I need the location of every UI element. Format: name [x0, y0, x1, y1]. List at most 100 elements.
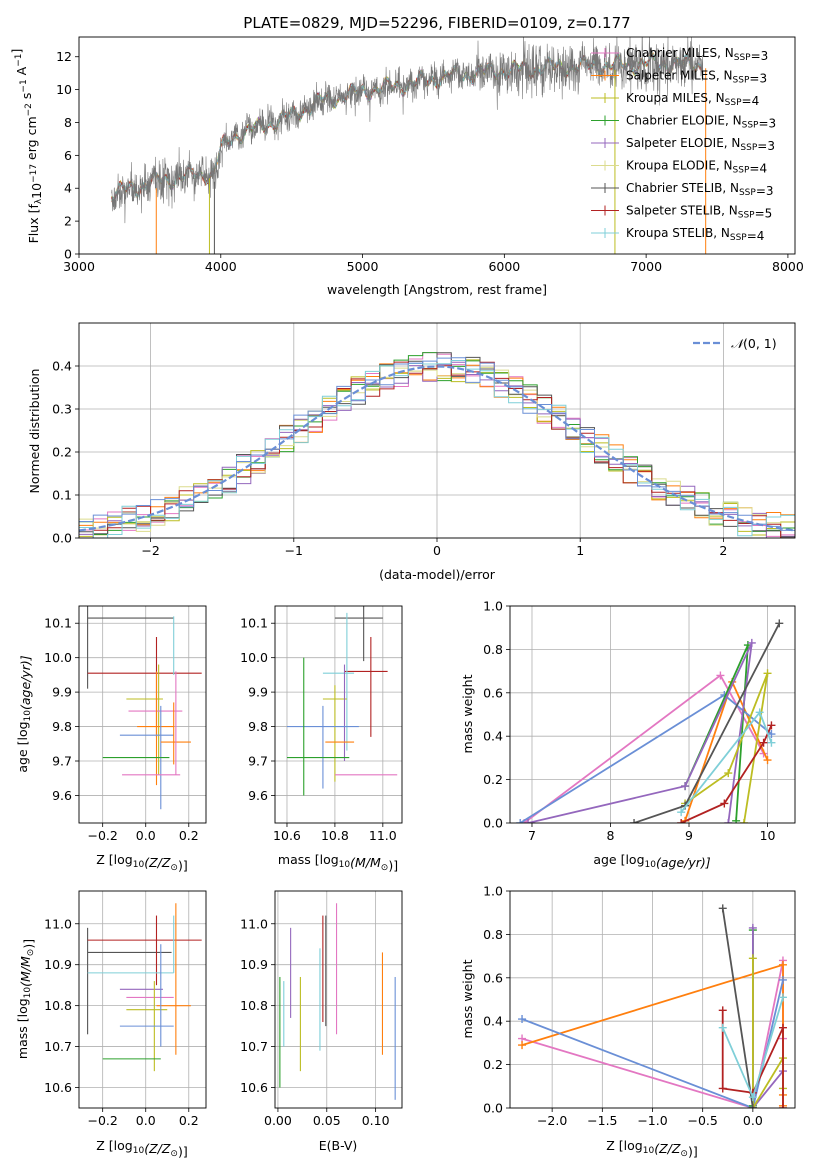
x-tick-label: 0.10 — [362, 1113, 390, 1128]
x-axis-label: mass [log10(M/M⊙)] — [278, 852, 398, 873]
y-tick-label: 0.2 — [483, 1057, 503, 1072]
series-marker — [747, 638, 756, 647]
axes-frame — [274, 605, 403, 824]
x-tick-label: −2 — [141, 543, 159, 558]
series-marker — [763, 669, 772, 678]
series-line — [521, 979, 784, 1108]
x-tick-label: −1 — [285, 543, 303, 558]
y-axis-label: mass weight — [460, 959, 475, 1038]
y-tick-label: 0.2 — [52, 445, 72, 460]
y-tick-label: 0.2 — [483, 772, 503, 787]
legend-entry: Chabrier MILES, NSSP=3 — [626, 46, 768, 63]
y-tick-label: 10.7 — [240, 1039, 268, 1054]
observed-spectrum — [111, 37, 704, 224]
y-axis-label: Normed distribution — [27, 369, 42, 494]
legend-entry: Chabrier ELODIE, NSSP=3 — [626, 114, 776, 131]
x-tick-label: 2 — [719, 543, 727, 558]
series-marker — [767, 721, 776, 730]
y-tick-label: 12 — [56, 49, 72, 64]
legend-entry: Salpeter ELODIE, NSSP=3 — [626, 136, 775, 153]
plot-area — [79, 352, 795, 538]
series-marker — [748, 1104, 757, 1108]
legend-entry: Chabrier STELIB, NSSP=3 — [626, 181, 774, 198]
series-marker — [724, 769, 733, 778]
y-tick-label: 9.7 — [248, 754, 268, 769]
series-marker — [516, 819, 525, 823]
y-tick-label: 10.9 — [44, 957, 72, 972]
legend-entry: Kroupa ELODIE, NSSP=4 — [626, 159, 767, 176]
y-tick-label: 0.3 — [52, 402, 72, 417]
y-tick-label: 9.8 — [248, 719, 268, 734]
x-tick-label: −1.5 — [587, 1113, 617, 1128]
y-tick-label: 0.6 — [483, 685, 503, 700]
x-axis-label: Z [log10(Z/Z⊙)] — [96, 852, 187, 873]
x-tick-label: 7000 — [630, 259, 662, 274]
x-tick-label: 8 — [607, 828, 615, 843]
chart-age-vs-mass: 10.6 10.8 11.0 9.6 9.7 9.8 9.9 10.0 10.1 mass [lo… — [240, 605, 403, 873]
y-tick-label: 0.4 — [52, 359, 72, 374]
y-tick-label: 0.4 — [483, 1014, 503, 1029]
chart-residuals: −2 −1 0 1 2 0.0 0.1 0.2 0.3 0.4 (data-model)/error… — [27, 322, 796, 582]
chart-massweight-vs-Z: −2.0 −1.5 −1.0 −0.5 0.0 0.0 0.2 0.4 0.6 0.8 1.0 Z [… — [460, 884, 796, 1159]
y-axis-label: Flux [fλ10−17 erg cm−2 s−1 A−1] — [9, 49, 44, 244]
x-tick-label: 7 — [528, 828, 536, 843]
chart-spectrum: 3000 4000 5000 6000 7000 8000 0 2 4 6 8 10 12 PLATE=0… — [9, 14, 804, 297]
y-tick-label: 10 — [56, 82, 72, 97]
x-tick-label: −2.0 — [537, 1113, 567, 1128]
y-tick-label: 10.8 — [240, 998, 268, 1013]
series-marker — [718, 1006, 727, 1015]
series-marker — [518, 1015, 527, 1024]
chart-massweight-vs-age: 7 8 9 10 0.0 0.2 0.4 0.6 0.8 1.0 age [log10(age/yr… — [460, 599, 796, 870]
y-tick-label: 8 — [64, 115, 72, 130]
x-tick-label: 0.2 — [179, 1113, 199, 1128]
x-tick-label: 0.05 — [313, 1113, 341, 1128]
y-tick-label: 10.6 — [44, 1080, 72, 1095]
x-tick-label: −0.2 — [87, 1113, 117, 1128]
y-tick-label: 0.8 — [483, 927, 503, 942]
series-line — [721, 908, 754, 1108]
y-tick-label: 11.0 — [44, 916, 72, 931]
axes-frame — [78, 890, 207, 1109]
series-marker — [739, 819, 748, 823]
series-marker — [748, 1093, 757, 1102]
chart-mass-vs-Z: −0.2 0.0 0.2 10.6 10.7 10.8 10.9 11.0 Z [log10(Z… — [15, 890, 207, 1159]
axes-frame — [509, 605, 796, 824]
y-tick-label: 4 — [64, 181, 72, 196]
axes-frame — [78, 605, 207, 824]
x-tick-label: 5000 — [347, 259, 379, 274]
y-tick-label: 10.1 — [240, 616, 268, 631]
x-tick-label: 6000 — [488, 259, 520, 274]
series-line — [527, 642, 753, 823]
legend-entry: Salpeter MILES, NSSP=3 — [626, 69, 767, 86]
plot-area — [518, 904, 787, 1108]
y-tick-label: 9.6 — [52, 788, 72, 803]
y-tick-label: 9.9 — [248, 685, 268, 700]
series-marker — [748, 923, 757, 932]
series-marker — [767, 738, 776, 747]
x-tick-label: −0.2 — [87, 828, 117, 843]
series-marker — [716, 671, 725, 680]
series-marker — [518, 1041, 527, 1050]
axes-frame — [78, 322, 796, 539]
x-axis-label: Z [log10(Z/Z⊙)] — [606, 1138, 697, 1159]
legend-entry: Kroupa MILES, NSSP=4 — [626, 91, 759, 108]
plot-area — [87, 903, 202, 1072]
series-marker — [778, 1023, 787, 1032]
series-marker — [720, 799, 729, 808]
x-tick-label: −0.5 — [687, 1113, 717, 1128]
y-tick-label: 10.6 — [240, 1080, 268, 1095]
y-tick-label: 11.0 — [240, 916, 268, 931]
y-tick-label: 10.0 — [44, 650, 72, 665]
y-tick-label: 0.0 — [52, 531, 72, 546]
y-tick-label: 9.6 — [248, 788, 268, 803]
y-tick-label: 10.7 — [44, 1039, 72, 1054]
x-tick-label: 3000 — [63, 259, 95, 274]
chart-age-vs-Z: −0.2 0.0 0.2 9.6 9.7 9.8 9.9 10.0 10.1 Z [log10(Z… — [15, 605, 207, 873]
x-axis-label: (data-model)/error — [379, 567, 496, 582]
series-marker — [718, 1084, 727, 1093]
plot-area — [111, 37, 707, 254]
axes-frame — [274, 890, 403, 1109]
x-tick-label: −1.0 — [637, 1113, 667, 1128]
x-tick-label: 11.0 — [369, 828, 397, 843]
